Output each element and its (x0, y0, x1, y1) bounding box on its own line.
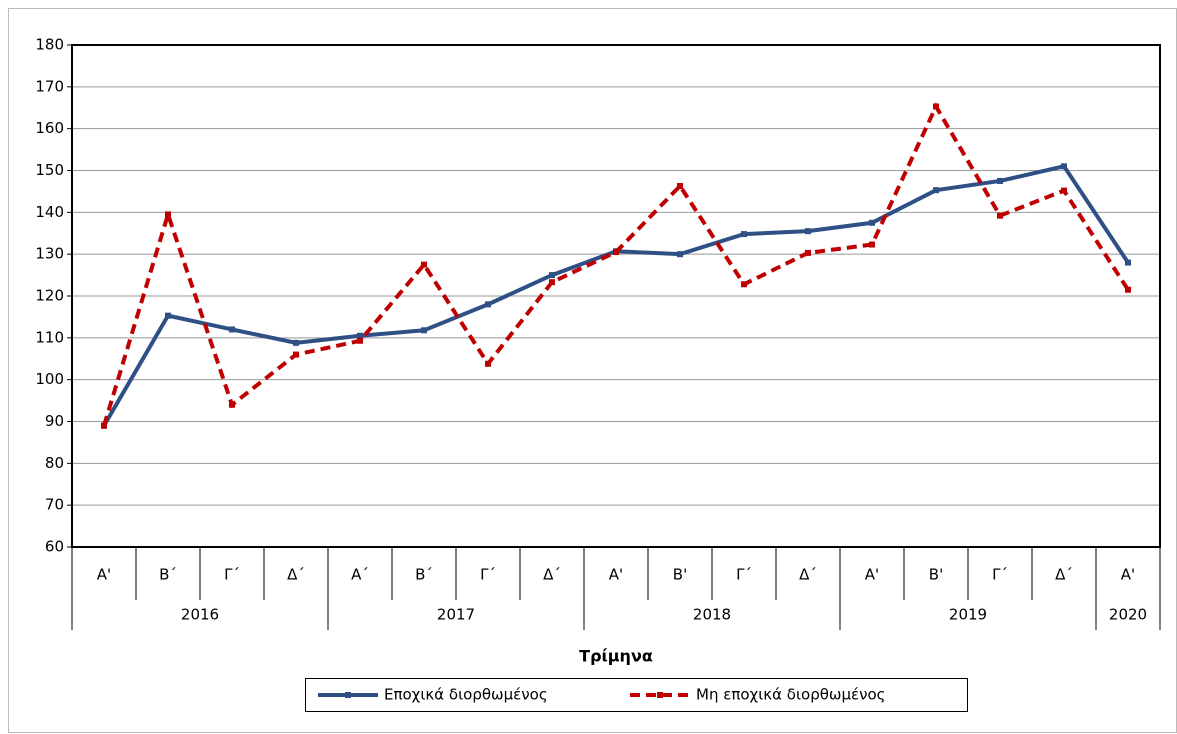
point-marker (1061, 163, 1067, 170)
x-group-label: 2020 (1109, 606, 1147, 624)
point-marker (997, 177, 1003, 184)
point-marker (613, 249, 619, 256)
x-group-label: 2017 (437, 606, 475, 624)
x-tick-label: Α΄ (351, 566, 369, 584)
x-tick-label: Α' (609, 566, 623, 584)
point-marker (549, 279, 555, 286)
point-marker (165, 211, 171, 218)
x-group-label: 2016 (181, 606, 219, 624)
point-marker (485, 301, 491, 308)
legend-label: Εποχικά διορθωμένος (384, 686, 548, 704)
chart-frame (8, 8, 1177, 733)
point-marker (293, 351, 299, 358)
point-marker (933, 103, 939, 110)
point-marker (933, 187, 939, 194)
y-tick-label: 80 (45, 454, 64, 472)
x-group-label: 2019 (949, 606, 987, 624)
x-tick-label: Α' (97, 566, 111, 584)
y-tick-label: 170 (35, 77, 64, 95)
x-group-label: 2018 (693, 606, 731, 624)
y-tick-label: 90 (45, 412, 64, 430)
x-tick-label: Δ΄ (799, 566, 817, 584)
x-tick-label: Γ΄ (736, 566, 752, 584)
point-marker (741, 281, 747, 288)
x-tick-label: Β' (929, 566, 943, 584)
point-marker (165, 312, 171, 319)
x-axis-title: Τρίμηνα (579, 647, 653, 666)
y-tick-label: 130 (35, 245, 64, 263)
point-marker (101, 422, 107, 429)
y-tick-label: 160 (35, 119, 64, 137)
point-marker (229, 401, 235, 408)
point-marker (805, 228, 811, 235)
y-tick-label: 180 (35, 36, 64, 54)
series-line (102, 102, 1130, 427)
point-marker (229, 326, 235, 333)
point-marker (805, 249, 811, 256)
point-marker (1125, 259, 1131, 266)
x-tick-label: Α' (1121, 566, 1135, 584)
x-tick-label: Α' (865, 566, 879, 584)
point-marker (741, 231, 747, 238)
point-marker (1125, 286, 1131, 293)
y-tick-label: 70 (45, 496, 64, 514)
y-tick-label: 110 (35, 328, 64, 346)
point-marker (357, 337, 363, 344)
point-marker (1061, 187, 1067, 194)
y-tick-label: 140 (35, 203, 64, 221)
point-marker (677, 251, 683, 258)
point-marker (421, 327, 427, 334)
point-marker (549, 272, 555, 279)
y-tick-label: 150 (35, 161, 64, 179)
point-marker (869, 219, 875, 226)
point-marker (293, 339, 299, 346)
legend-marker (657, 692, 663, 698)
x-tick-label: Γ΄ (480, 566, 496, 584)
y-tick-label: 60 (45, 538, 64, 556)
x-tick-label: Δ΄ (287, 566, 305, 584)
x-tick-label: Δ΄ (1055, 566, 1073, 584)
plot-border (71, 44, 1161, 548)
legend-label: Μη εποχικά διορθωμένος (696, 686, 885, 704)
x-tick-label: Δ΄ (543, 566, 561, 584)
y-tick-label: 100 (35, 370, 64, 388)
x-tick-label: Β' (673, 566, 687, 584)
point-marker (357, 332, 363, 339)
x-tick-label: Β΄ (415, 566, 433, 584)
legend-marker (345, 692, 351, 698)
point-marker (869, 241, 875, 248)
x-tick-label: Γ΄ (224, 566, 240, 584)
y-tick-label: 120 (35, 287, 64, 305)
x-tick-label: Γ΄ (992, 566, 1008, 584)
point-marker (997, 212, 1003, 219)
point-marker (677, 182, 683, 189)
point-marker (485, 360, 491, 367)
point-marker (421, 261, 427, 268)
x-tick-label: Β΄ (159, 566, 177, 584)
